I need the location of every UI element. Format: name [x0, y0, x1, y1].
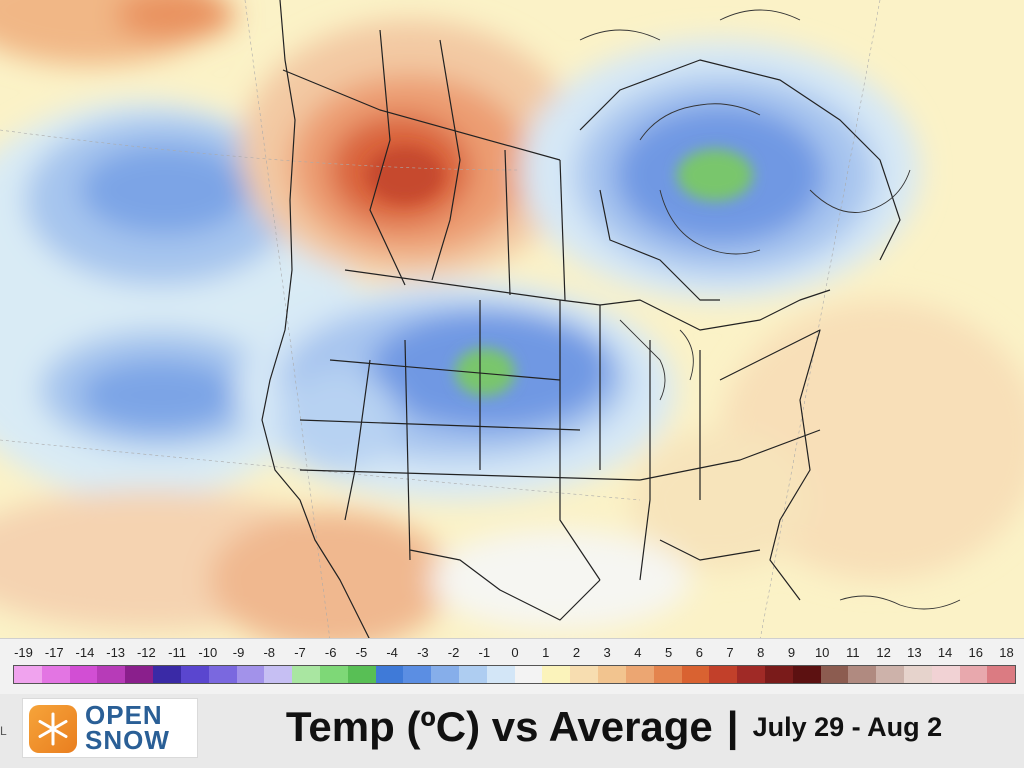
legend-tick-label: -13	[106, 645, 126, 660]
legend-swatch	[848, 666, 877, 683]
legend-tick-label: -7	[294, 645, 306, 660]
legend-swatch	[208, 666, 237, 683]
legend-tick-label: 8	[757, 645, 765, 660]
legend-tick-label: 11	[846, 645, 860, 660]
map-title-text: Temp (ºC) vs Average	[285, 703, 713, 750]
legend-swatch	[375, 666, 404, 683]
legend-swatch	[625, 666, 654, 683]
legend-swatch	[459, 666, 487, 683]
legend-swatch	[820, 666, 849, 683]
legend-tick-label: 6	[695, 645, 703, 660]
legend-tick-label: 9	[787, 645, 796, 660]
legend-color-bar	[13, 665, 1016, 684]
legend-tick-label: 1	[542, 645, 550, 660]
legend-swatch	[987, 666, 1016, 683]
opensnow-logo: OPEN SNOW	[22, 698, 198, 758]
legend-tick-label: 13	[907, 645, 922, 660]
legend-tick-label: -5	[355, 645, 368, 660]
anomaly-cores	[367, 147, 753, 396]
legend-swatch	[153, 666, 181, 683]
legend-swatch	[598, 666, 626, 683]
logo-line-1: OPEN	[85, 700, 163, 730]
legend-swatch	[931, 666, 960, 683]
map-title: Temp (ºC) vs Average | July 29 - Aug 2	[214, 694, 1014, 760]
legend-tick-label: -12	[136, 645, 156, 660]
legend-tick-label: -2	[447, 645, 460, 660]
legend-tick-label: -9	[232, 645, 245, 660]
political-boundaries	[261, 0, 901, 640]
legend-tick-label: -8	[263, 645, 276, 660]
legend-tick-label: 0	[511, 645, 519, 660]
legend-tick-label: 16	[968, 645, 984, 660]
legend-tick-label: 18	[999, 645, 1014, 660]
legend-tick-label: -14	[75, 645, 95, 660]
legend: -19 -17 -14 -13 -12 -11 -10 -9 -8 -7 -6 -5 -4 -3 -2 -1 0…	[0, 638, 1024, 695]
legend-tick-label: -1	[478, 645, 491, 660]
legend-tick-label: 5	[664, 645, 673, 660]
legend-swatch	[125, 666, 154, 683]
date-range: July 29 - Aug 2	[752, 711, 943, 742]
coastline-details	[579, 9, 961, 610]
legend-tick-label: 7	[726, 645, 734, 660]
legend-tick-labels: -19 -17 -14 -13 -12 -11 -10 -9 -8 -7 -6 -5 -4 -3 -2 -1 0…	[13, 645, 1016, 663]
edge-letter: L	[0, 724, 7, 738]
legend-swatch	[319, 666, 348, 683]
legend-tick-label: -3	[417, 645, 429, 660]
snowflake-icon	[29, 705, 77, 753]
legend-swatch	[542, 666, 571, 683]
legend-swatch	[514, 666, 543, 683]
anomaly-fields	[0, 0, 1024, 640]
legend-tick-label: 14	[937, 645, 953, 660]
legend-swatch	[876, 666, 904, 683]
legend-swatch	[570, 666, 599, 683]
legend-tick-label: -6	[324, 645, 337, 660]
legend-swatch	[69, 666, 98, 683]
legend-swatch	[180, 666, 209, 683]
legend-swatch	[486, 666, 515, 683]
legend-swatch	[347, 666, 376, 683]
legend-swatch	[264, 666, 293, 683]
legend-tick-label: 4	[634, 645, 642, 660]
legend-swatch	[904, 666, 932, 683]
legend-swatch	[236, 666, 265, 683]
legend-swatch	[41, 666, 70, 683]
legend-swatch	[737, 666, 765, 683]
title-separator: |	[726, 703, 739, 750]
legend-tick-label: -19	[14, 645, 33, 660]
legend-swatch	[653, 666, 682, 683]
legend-swatch	[403, 666, 432, 683]
temperature-anomaly-map	[0, 0, 1024, 640]
legend-swatch	[709, 666, 738, 683]
legend-swatch	[792, 666, 821, 683]
legend-swatch	[959, 666, 988, 683]
legend-tick-label: 12	[876, 645, 891, 660]
legend-tick-label: -4	[386, 645, 398, 660]
legend-swatch	[681, 666, 710, 683]
legend-tick-label: 2	[572, 645, 581, 660]
legend-swatch	[431, 666, 459, 683]
legend-swatch	[764, 666, 793, 683]
legend-tick-label: 10	[814, 645, 830, 660]
legend-swatch	[97, 666, 126, 683]
footer-banner: OPEN SNOW Temp (ºC) vs Average | July 29…	[0, 694, 1024, 768]
legend-tick-label: 3	[603, 645, 611, 660]
legend-tick-label: -10	[198, 645, 218, 660]
legend-tick-label: -11	[168, 645, 186, 660]
logo-line-2: SNOW	[85, 725, 170, 755]
legend-swatch	[14, 666, 42, 683]
legend-swatch	[292, 666, 320, 683]
legend-tick-label: -17	[44, 645, 64, 660]
graticule	[0, 0, 881, 640]
